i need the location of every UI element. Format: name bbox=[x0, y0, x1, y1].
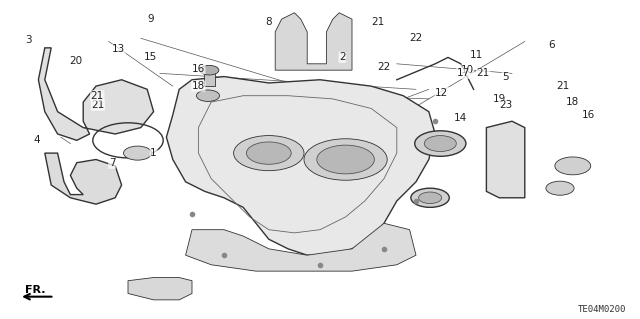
Polygon shape bbox=[486, 121, 525, 198]
Text: 9: 9 bbox=[147, 14, 154, 24]
Text: 15: 15 bbox=[144, 52, 157, 63]
Polygon shape bbox=[166, 77, 435, 255]
Text: 16: 16 bbox=[192, 63, 205, 74]
Text: 21: 21 bbox=[557, 81, 570, 91]
Circle shape bbox=[124, 146, 152, 160]
Text: 18: 18 bbox=[192, 81, 205, 91]
Text: 11: 11 bbox=[470, 50, 483, 60]
Text: 5: 5 bbox=[502, 71, 509, 82]
Text: 6: 6 bbox=[548, 40, 555, 50]
Circle shape bbox=[196, 90, 220, 101]
Text: 16: 16 bbox=[582, 110, 595, 120]
Circle shape bbox=[555, 157, 591, 175]
Text: 21: 21 bbox=[91, 91, 104, 101]
Text: TE04M0200: TE04M0200 bbox=[577, 305, 626, 314]
Text: 19: 19 bbox=[493, 94, 506, 104]
Polygon shape bbox=[45, 153, 122, 204]
Polygon shape bbox=[38, 48, 154, 140]
Text: 14: 14 bbox=[454, 113, 467, 123]
Text: 20: 20 bbox=[69, 56, 82, 66]
Text: 4: 4 bbox=[34, 135, 40, 145]
Text: 18: 18 bbox=[566, 97, 579, 107]
Text: 1: 1 bbox=[150, 148, 157, 158]
Circle shape bbox=[415, 131, 466, 156]
Circle shape bbox=[246, 142, 291, 164]
Circle shape bbox=[424, 136, 456, 152]
Polygon shape bbox=[128, 278, 192, 300]
Bar bbox=[204, 72, 215, 86]
Polygon shape bbox=[275, 13, 352, 70]
Circle shape bbox=[317, 145, 374, 174]
Text: 22: 22 bbox=[410, 33, 422, 43]
Text: 21: 21 bbox=[371, 17, 384, 27]
Text: 21: 21 bbox=[477, 68, 490, 78]
Text: FR.: FR. bbox=[25, 285, 45, 295]
Text: 21: 21 bbox=[92, 100, 104, 110]
Polygon shape bbox=[186, 223, 416, 271]
Circle shape bbox=[304, 139, 387, 180]
Text: 23: 23 bbox=[499, 100, 512, 110]
Circle shape bbox=[200, 65, 219, 75]
Circle shape bbox=[411, 188, 449, 207]
Text: 10: 10 bbox=[461, 65, 474, 75]
Text: 8: 8 bbox=[266, 17, 272, 27]
Circle shape bbox=[546, 181, 574, 195]
Text: 22: 22 bbox=[378, 62, 390, 72]
Text: 13: 13 bbox=[112, 44, 125, 55]
Text: 7: 7 bbox=[109, 158, 115, 168]
Circle shape bbox=[419, 192, 442, 204]
Circle shape bbox=[234, 136, 304, 171]
Text: 2: 2 bbox=[339, 52, 346, 63]
Text: 12: 12 bbox=[435, 87, 448, 98]
Text: 17: 17 bbox=[457, 68, 470, 78]
Text: 3: 3 bbox=[26, 35, 32, 45]
